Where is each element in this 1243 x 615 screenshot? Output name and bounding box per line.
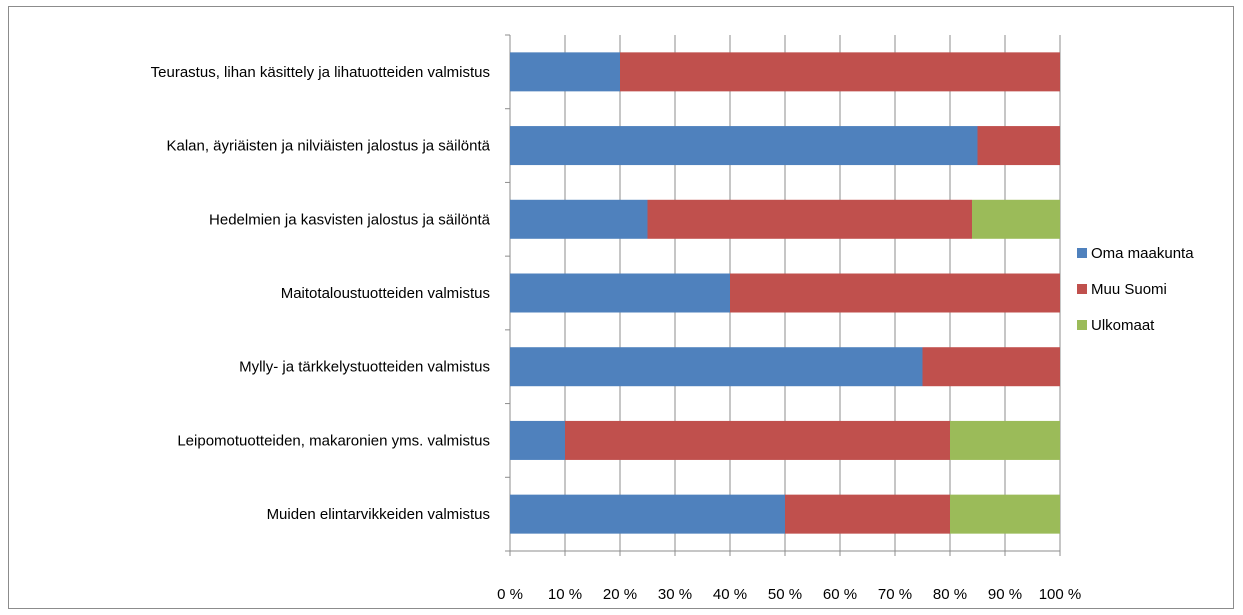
x-tick-label: 70 % <box>878 586 912 603</box>
bar-segment <box>510 126 978 166</box>
bar-segment <box>977 126 1060 166</box>
category-label: Maitotaloustuotteiden valmistus <box>281 285 490 302</box>
bar-segment <box>620 52 1060 92</box>
bar-segment <box>510 494 785 534</box>
bar-segment <box>510 347 923 387</box>
bar-segment <box>510 52 620 92</box>
x-tick-label: 90 % <box>988 586 1022 603</box>
category-label: Mylly- ja tärkkelystuotteiden valmistus <box>239 359 490 376</box>
x-tick-label: 50 % <box>768 586 802 603</box>
category-label: Hedelmien ja kasvisten jalostus ja säilö… <box>209 211 491 228</box>
bar-segment <box>730 273 1060 313</box>
x-tick-label: 100 % <box>1039 586 1082 603</box>
bar-segment <box>922 347 1060 387</box>
bar-segment <box>950 494 1060 534</box>
x-tick-label: 0 % <box>497 586 523 603</box>
bar-segment <box>565 420 950 460</box>
x-tick-label: 20 % <box>603 586 637 603</box>
category-label: Kalan, äyriäisten ja nilviäisten jalostu… <box>166 138 490 155</box>
legend-swatch <box>1077 284 1087 294</box>
bar-segment <box>972 199 1060 239</box>
legend-swatch <box>1077 248 1087 258</box>
x-tick-label: 30 % <box>658 586 692 603</box>
legend-swatch <box>1077 320 1087 330</box>
x-tick-label: 40 % <box>713 586 747 603</box>
category-label: Muiden elintarvikkeiden valmistus <box>267 506 490 523</box>
bar-segment <box>647 199 972 239</box>
bar-segment <box>785 494 950 534</box>
category-label: Leipomotuotteiden, makaronien yms. valmi… <box>177 432 490 449</box>
x-tick-label: 10 % <box>548 586 582 603</box>
category-label: Teurastus, lihan käsittely ja lihatuotte… <box>151 64 490 81</box>
bar-segment <box>510 199 648 239</box>
legend-label: Muu Suomi <box>1091 281 1167 298</box>
bar-segment <box>950 420 1060 460</box>
bar-segment <box>510 420 565 460</box>
x-tick-label: 60 % <box>823 586 857 603</box>
bar-segment <box>510 273 730 313</box>
x-tick-label: 80 % <box>933 586 967 603</box>
legend-label: Oma maakunta <box>1091 245 1194 262</box>
legend-label: Ulkomaat <box>1091 317 1155 334</box>
